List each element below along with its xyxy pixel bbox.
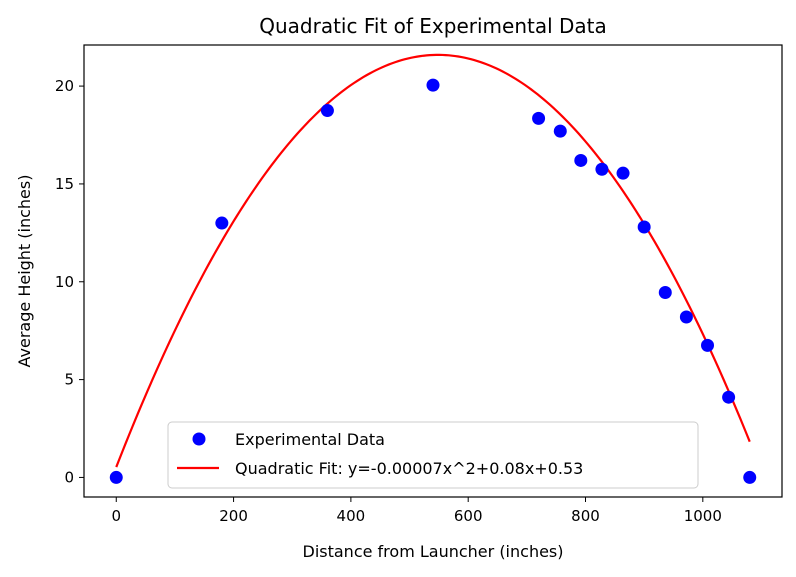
y-tick-label: 0 — [64, 468, 74, 486]
data-point — [320, 104, 334, 118]
data-point — [658, 286, 672, 300]
data-points — [109, 78, 757, 484]
data-point — [215, 216, 229, 230]
fit-curve — [115, 53, 751, 468]
data-point — [553, 124, 567, 138]
y-tick-label: 10 — [55, 273, 74, 291]
data-point — [701, 338, 715, 352]
data-point — [595, 162, 609, 176]
data-point — [532, 111, 546, 125]
x-tick-label: 800 — [571, 507, 600, 525]
data-point — [616, 166, 630, 180]
data-point — [743, 470, 757, 484]
data-point — [426, 78, 440, 92]
data-point — [574, 153, 588, 167]
data-point — [722, 390, 736, 404]
legend-label-experimental: Experimental Data — [235, 430, 385, 449]
x-tick-label: 400 — [337, 507, 366, 525]
y-tick-label: 15 — [55, 175, 74, 193]
x-tick-label: 0 — [111, 507, 121, 525]
data-point — [109, 470, 123, 484]
x-tick-label: 200 — [219, 507, 248, 525]
y-tick-label: 5 — [64, 371, 74, 389]
x-tick-label: 600 — [454, 507, 483, 525]
data-point — [637, 220, 651, 234]
plot-frame — [83, 44, 783, 498]
legend-marker-scatter — [192, 432, 206, 446]
fit-layer — [115, 53, 751, 468]
y-tick-label: 20 — [55, 77, 74, 95]
data-point — [679, 310, 693, 324]
x-tick-label: 1000 — [684, 507, 722, 525]
x-axis-label: Distance from Launcher (inches) — [303, 542, 564, 561]
legend: Experimental Data Quadratic Fit: y=-0.00… — [167, 421, 699, 489]
legend-label-fit: Quadratic Fit: y=-0.00007x^2+0.08x+0.53 — [235, 459, 583, 478]
chart-title: Quadratic Fit of Experimental Data — [259, 14, 607, 38]
y-axis-label: Average Height (inches) — [15, 175, 34, 368]
axis-ticks: 0 200 400 600 800 1000 0 5 10 15 20 — [55, 77, 722, 525]
legend-box — [167, 421, 699, 489]
